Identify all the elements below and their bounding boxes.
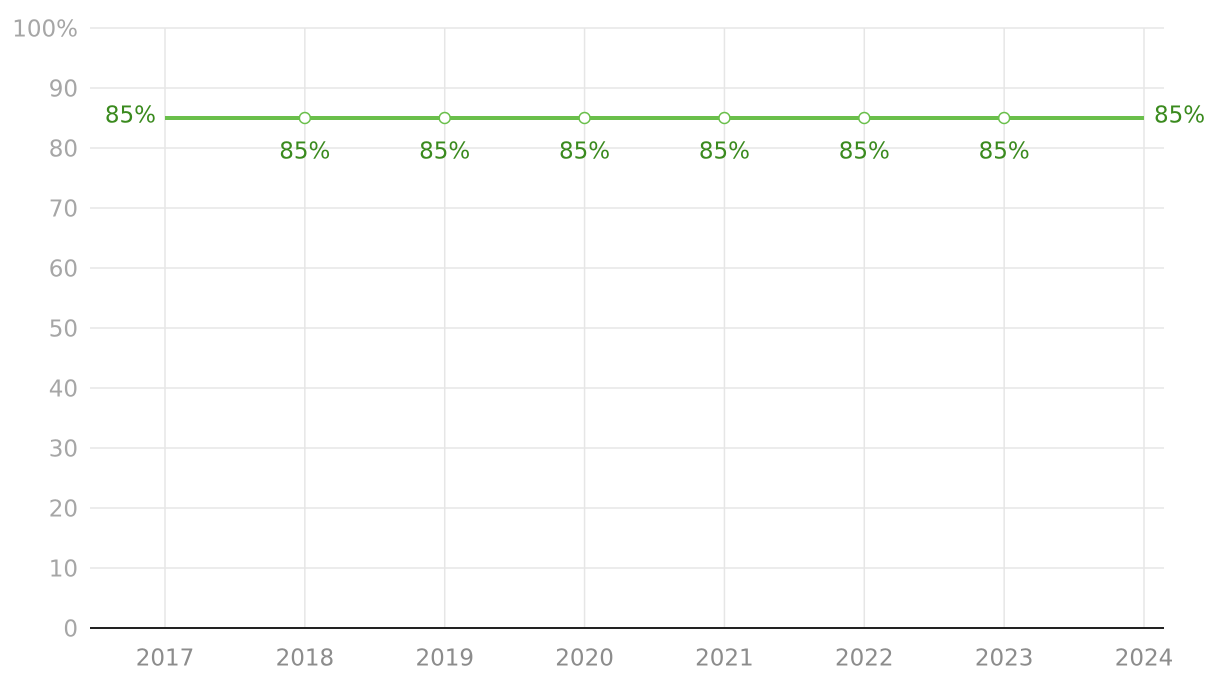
y-tick-label: 0: [63, 617, 78, 643]
x-tick-label: 2023: [975, 646, 1034, 672]
y-tick-label: 50: [49, 317, 78, 343]
point: [438, 111, 451, 125]
y-tick-label: 90: [49, 77, 78, 103]
y-tick-label: 70: [49, 197, 78, 223]
x-tick-label: 2019: [415, 646, 474, 672]
x-tick-label: 2021: [695, 646, 754, 672]
y-tick-label: 20: [49, 497, 78, 523]
x-tick-label: 2018: [276, 646, 335, 672]
x-tick-label: 2024: [1115, 646, 1174, 672]
y-tick-label: 30: [49, 437, 78, 463]
y-tick-label: 100%: [12, 17, 78, 43]
x-tick-label: 2022: [835, 646, 894, 672]
data-label: 85%: [979, 139, 1030, 165]
point: [298, 111, 312, 125]
y-tick-label: 10: [49, 557, 78, 583]
data-label: 85%: [279, 139, 330, 165]
x-tick-label: 2017: [136, 646, 195, 672]
x-tick-label: 2020: [555, 646, 614, 672]
y-tick-label: 80: [49, 137, 78, 163]
point: [997, 111, 1011, 125]
data-label: 85%: [839, 139, 890, 165]
point: [578, 111, 591, 125]
point: [858, 111, 871, 125]
y-tick-label: 40: [49, 377, 78, 403]
data-label: 85%: [1154, 103, 1205, 129]
data-label: 85%: [699, 139, 750, 165]
y-tick-label: 60: [49, 257, 78, 283]
point: [718, 111, 731, 125]
data-label: 85%: [419, 139, 470, 165]
data-label: 85%: [559, 139, 610, 165]
data-label: 85%: [105, 103, 156, 129]
